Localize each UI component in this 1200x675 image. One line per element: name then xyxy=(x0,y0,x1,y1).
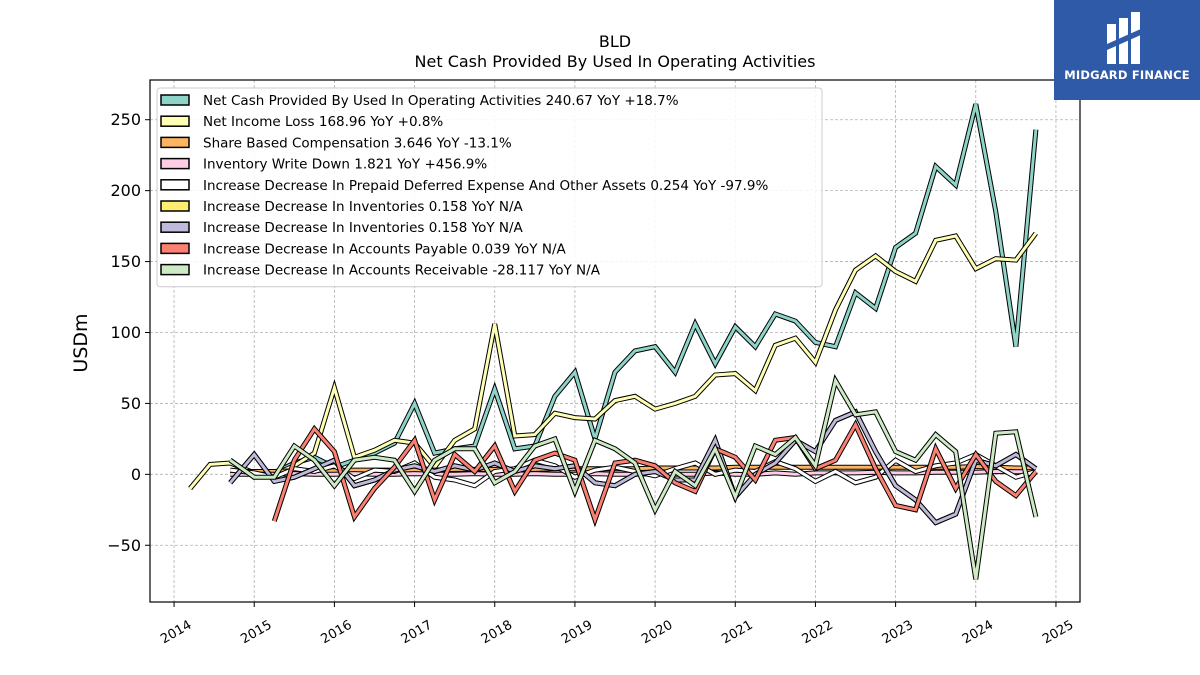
x-tick-label: 2016 xyxy=(319,618,355,648)
legend-label: Increase Decrease In Prepaid Deferred Ex… xyxy=(203,178,768,194)
chart-title: BLD xyxy=(599,32,631,51)
x-tick-label: 2015 xyxy=(238,618,274,648)
y-tick-label: 50 xyxy=(121,394,141,413)
series-line xyxy=(229,376,1038,580)
series-line xyxy=(229,409,1037,525)
x-tick-label: 2018 xyxy=(479,618,515,648)
x-tick-label: 2023 xyxy=(880,618,916,648)
legend-label: Increase Decrease In Inventories 0.158 Y… xyxy=(203,220,524,236)
legend-label: Increase Decrease In Accounts Receivable… xyxy=(203,263,601,279)
x-tick-label: 2014 xyxy=(158,618,194,648)
legend-swatch xyxy=(160,200,190,212)
x-tick-label: 2025 xyxy=(1040,618,1076,648)
legend-swatch xyxy=(160,136,190,149)
x-tick-label: 2024 xyxy=(960,618,996,648)
legend-label: Inventory Write Down 1.821 YoY +456.9% xyxy=(203,157,487,173)
legend-swatch xyxy=(160,263,190,276)
legend-label: Net Cash Provided By Used In Operating A… xyxy=(203,93,679,109)
x-tick-label: 2017 xyxy=(399,618,435,648)
series-4 xyxy=(229,451,1037,489)
y-tick-label: 150 xyxy=(110,252,141,271)
x-tick-label: 2022 xyxy=(800,618,836,648)
midgard-logo-icon xyxy=(1107,12,1143,64)
series-6 xyxy=(228,408,1038,526)
y-tick-label: 250 xyxy=(110,110,141,129)
series-7 xyxy=(271,419,1038,528)
x-tick-label: 2019 xyxy=(559,618,595,648)
y-tick-label: 100 xyxy=(110,323,141,342)
legend-label: Net Income Loss 168.96 YoY +0.8% xyxy=(203,114,443,130)
x-tick-label: 2021 xyxy=(719,618,755,648)
y-axis-label: USDm xyxy=(70,313,92,372)
legend-box xyxy=(156,87,823,288)
legend-label: Share Based Compensation 3.646 YoY -13.1… xyxy=(203,135,512,151)
legend-swatch xyxy=(160,242,190,255)
y-axis: −50 0 50 100 150 200 250 xyxy=(107,110,150,555)
legend: Net Cash Provided By Used In Operating A… xyxy=(156,87,823,288)
series-1 xyxy=(188,231,1038,491)
legend-swatch xyxy=(160,157,190,170)
series-line xyxy=(188,232,1038,490)
series-line xyxy=(230,452,1037,488)
legend-swatch xyxy=(160,179,190,191)
series-8 xyxy=(228,374,1039,580)
x-tick-label: 2020 xyxy=(639,618,675,648)
legend-label: Increase Decrease In Inventories 0.158 Y… xyxy=(203,199,524,215)
series-0 xyxy=(228,103,1039,480)
legend-swatch xyxy=(160,94,190,106)
chart-subtitle: Net Cash Provided By Used In Operating A… xyxy=(415,52,816,71)
y-tick-label: −50 xyxy=(107,536,141,555)
plot-frame xyxy=(149,79,1081,603)
series-line xyxy=(272,421,1038,525)
brand-name: MIDGARD FINANCE xyxy=(1064,68,1190,82)
legend-swatch xyxy=(160,115,190,127)
y-tick-label: 0 xyxy=(131,465,141,484)
brand-logo: MIDGARD FINANCE xyxy=(1054,0,1200,100)
y-tick-label: 200 xyxy=(110,181,141,200)
series-line xyxy=(229,103,1038,479)
series-lines xyxy=(188,103,1039,580)
legend-label: Increase Decrease In Accounts Payable 0.… xyxy=(203,241,566,257)
legend-swatch xyxy=(160,221,190,233)
x-axis: 2014 2015 2016 2017 2018 2019 2020 2021 2022 2023… xyxy=(158,602,1076,647)
